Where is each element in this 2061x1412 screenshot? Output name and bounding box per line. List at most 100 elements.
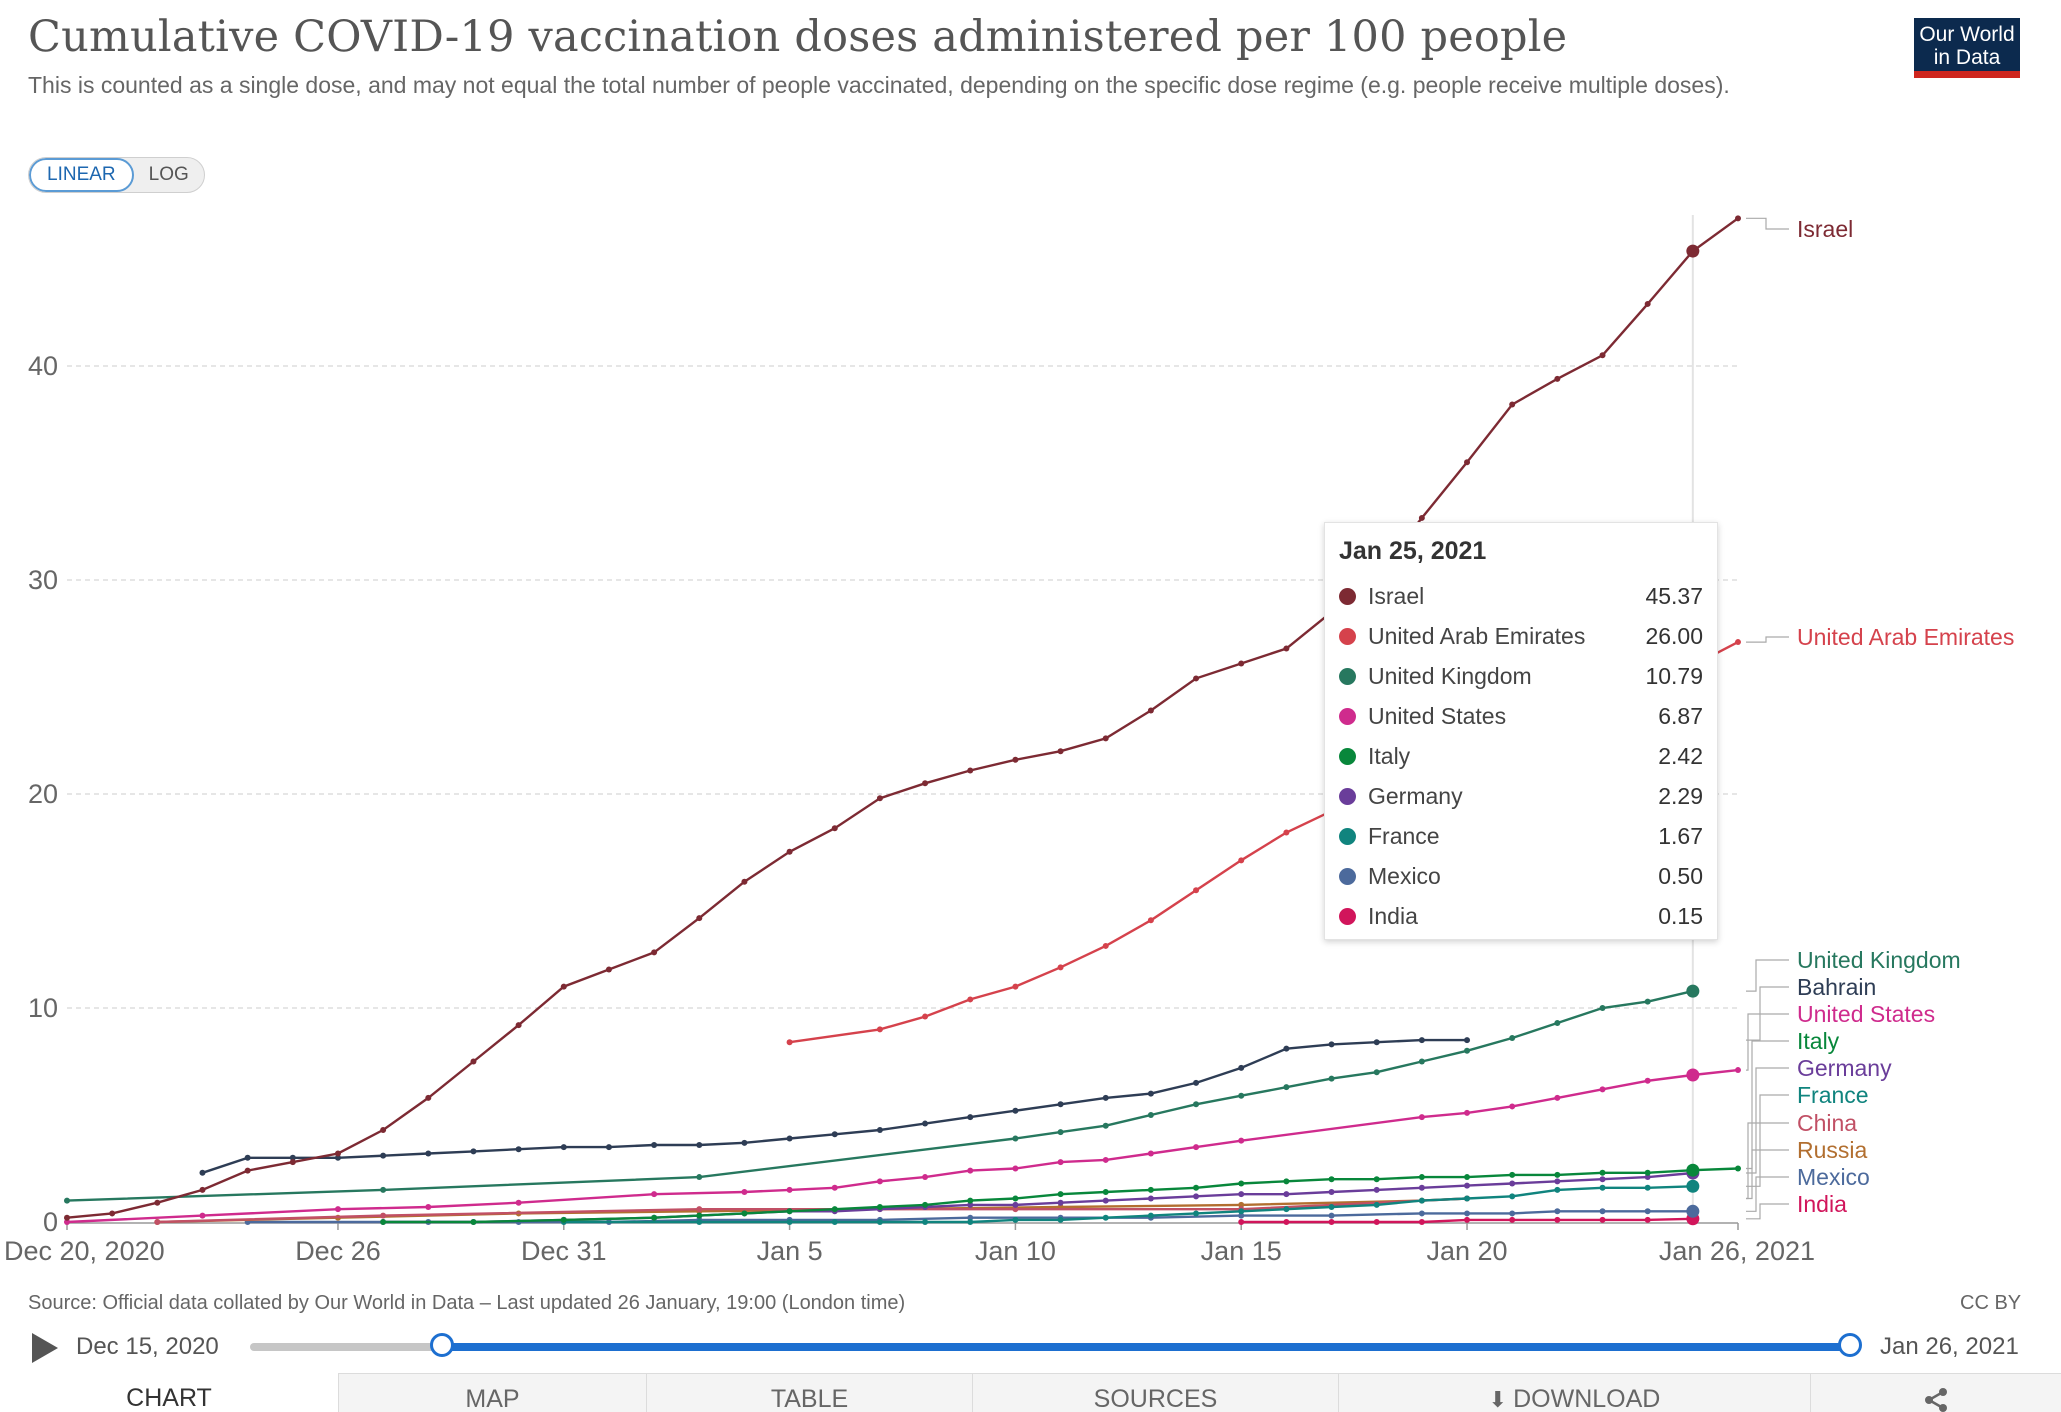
linear-scale-button[interactable]: LINEAR xyxy=(29,158,134,192)
data-point-bahrain[interactable] xyxy=(1102,1094,1109,1101)
data-point-bahrain[interactable] xyxy=(470,1148,477,1155)
data-point-israel[interactable] xyxy=(1102,735,1109,742)
data-point-france[interactable] xyxy=(1193,1210,1200,1217)
data-point-bahrain[interactable] xyxy=(1238,1064,1245,1071)
data-point-italy[interactable] xyxy=(1147,1186,1154,1193)
data-point-bahrain[interactable] xyxy=(289,1154,296,1161)
data-point-italy[interactable] xyxy=(560,1216,567,1223)
data-point-israel[interactable] xyxy=(515,1022,522,1029)
data-point-united-kingdom[interactable] xyxy=(1238,1092,1245,1099)
tab-download[interactable]: ⬇ DOWNLOAD xyxy=(1338,1373,1810,1412)
play-icon[interactable] xyxy=(32,1333,58,1363)
data-point-united-states[interactable] xyxy=(334,1206,341,1213)
data-point-germany[interactable] xyxy=(1193,1193,1200,1200)
data-point-bahrain[interactable] xyxy=(651,1141,658,1148)
data-point-israel[interactable] xyxy=(786,848,793,855)
data-point-bahrain[interactable] xyxy=(425,1150,432,1157)
data-point-france[interactable] xyxy=(786,1219,793,1225)
hover-point-united-states[interactable] xyxy=(1686,1068,1700,1082)
data-point-italy[interactable] xyxy=(922,1201,929,1208)
data-point-france[interactable] xyxy=(1102,1214,1109,1221)
data-point-france[interactable] xyxy=(1238,1208,1245,1215)
data-point-united-states[interactable] xyxy=(1418,1114,1425,1121)
data-point-united-kingdom[interactable] xyxy=(1464,1047,1471,1054)
series-label-france[interactable]: France xyxy=(1797,1082,1869,1108)
data-point-united-states[interactable] xyxy=(1735,1067,1741,1074)
data-point-israel[interactable] xyxy=(1147,707,1154,714)
data-point-united-states[interactable] xyxy=(199,1212,206,1219)
data-point-united-arab-emirates[interactable] xyxy=(876,1026,883,1033)
series-label-israel[interactable]: Israel xyxy=(1797,216,1853,242)
tab-share[interactable] xyxy=(1810,1373,2061,1412)
data-point-france[interactable] xyxy=(1283,1206,1290,1213)
data-point-bahrain[interactable] xyxy=(1283,1045,1290,1052)
hover-point-israel[interactable] xyxy=(1686,244,1700,258)
data-point-israel[interactable] xyxy=(876,795,883,802)
data-point-israel[interactable] xyxy=(154,1199,161,1206)
data-point-germany[interactable] xyxy=(1012,1201,1019,1208)
data-point-united-states[interactable] xyxy=(1193,1144,1200,1151)
data-point-united-kingdom[interactable] xyxy=(1599,1005,1606,1011)
data-point-italy[interactable] xyxy=(1644,1169,1651,1176)
data-point-china[interactable] xyxy=(154,1219,161,1225)
timeline-selected-range[interactable] xyxy=(442,1343,1850,1351)
data-point-germany[interactable] xyxy=(1418,1184,1425,1191)
data-point-italy[interactable] xyxy=(1102,1189,1109,1196)
data-point-mexico[interactable] xyxy=(1599,1208,1606,1215)
data-point-israel[interactable] xyxy=(1193,675,1200,682)
data-point-mexico[interactable] xyxy=(1238,1212,1245,1219)
data-point-united-kingdom[interactable] xyxy=(1328,1075,1335,1082)
data-point-bahrain[interactable] xyxy=(967,1114,974,1121)
data-point-bahrain[interactable] xyxy=(786,1135,793,1142)
data-point-italy[interactable] xyxy=(1464,1174,1471,1181)
data-point-italy[interactable] xyxy=(1509,1171,1516,1178)
data-point-israel[interactable] xyxy=(380,1126,387,1133)
data-point-france[interactable] xyxy=(922,1219,929,1225)
data-point-united-kingdom[interactable] xyxy=(380,1186,387,1193)
data-point-united-kingdom[interactable] xyxy=(1057,1129,1064,1136)
owid-logo[interactable]: Our World in Data xyxy=(1914,18,2020,78)
data-point-bahrain[interactable] xyxy=(605,1144,612,1151)
data-point-mexico[interactable] xyxy=(1464,1210,1471,1217)
data-point-united-kingdom[interactable] xyxy=(64,1197,70,1204)
data-point-united-kingdom[interactable] xyxy=(1193,1101,1200,1108)
data-point-united-states[interactable] xyxy=(1238,1137,1245,1144)
tab-chart[interactable]: CHART xyxy=(0,1373,338,1412)
data-point-united-states[interactable] xyxy=(741,1189,748,1196)
data-point-united-states[interactable] xyxy=(1102,1156,1109,1163)
data-point-israel[interactable] xyxy=(199,1186,206,1193)
data-point-germany[interactable] xyxy=(1509,1180,1516,1187)
timeline-start-handle[interactable] xyxy=(430,1333,454,1357)
data-point-italy[interactable] xyxy=(741,1210,748,1217)
data-point-mexico[interactable] xyxy=(1328,1212,1335,1219)
data-point-italy[interactable] xyxy=(876,1204,883,1211)
data-point-india[interactable] xyxy=(1328,1219,1335,1225)
data-point-italy[interactable] xyxy=(1193,1184,1200,1191)
data-point-united-kingdom[interactable] xyxy=(1102,1122,1109,1129)
tab-sources[interactable]: SOURCES xyxy=(972,1373,1338,1412)
data-point-bahrain[interactable] xyxy=(1057,1101,1064,1108)
data-point-bahrain[interactable] xyxy=(922,1120,929,1127)
data-point-germany[interactable] xyxy=(1599,1176,1606,1183)
data-point-united-kingdom[interactable] xyxy=(1418,1058,1425,1065)
data-point-mexico[interactable] xyxy=(1644,1208,1651,1215)
data-point-israel[interactable] xyxy=(1283,645,1290,652)
data-point-bahrain[interactable] xyxy=(1012,1107,1019,1114)
tab-table[interactable]: TABLE xyxy=(646,1373,972,1412)
data-point-italy[interactable] xyxy=(380,1219,387,1225)
data-point-united-kingdom[interactable] xyxy=(1373,1069,1380,1076)
data-point-germany[interactable] xyxy=(1102,1197,1109,1204)
data-point-united-states[interactable] xyxy=(831,1184,838,1191)
data-point-bahrain[interactable] xyxy=(741,1139,748,1146)
data-point-bahrain[interactable] xyxy=(831,1131,838,1138)
series-line-united-states[interactable] xyxy=(66,1068,1739,1224)
data-point-bahrain[interactable] xyxy=(380,1152,387,1159)
data-point-france[interactable] xyxy=(1328,1204,1335,1211)
data-point-israel[interactable] xyxy=(109,1210,116,1217)
data-point-italy[interactable] xyxy=(1283,1178,1290,1185)
data-point-france[interactable] xyxy=(1147,1212,1154,1219)
data-point-united-kingdom[interactable] xyxy=(1509,1034,1516,1041)
data-point-italy[interactable] xyxy=(470,1219,477,1225)
data-point-france[interactable] xyxy=(1373,1201,1380,1208)
data-point-germany[interactable] xyxy=(1057,1199,1064,1206)
